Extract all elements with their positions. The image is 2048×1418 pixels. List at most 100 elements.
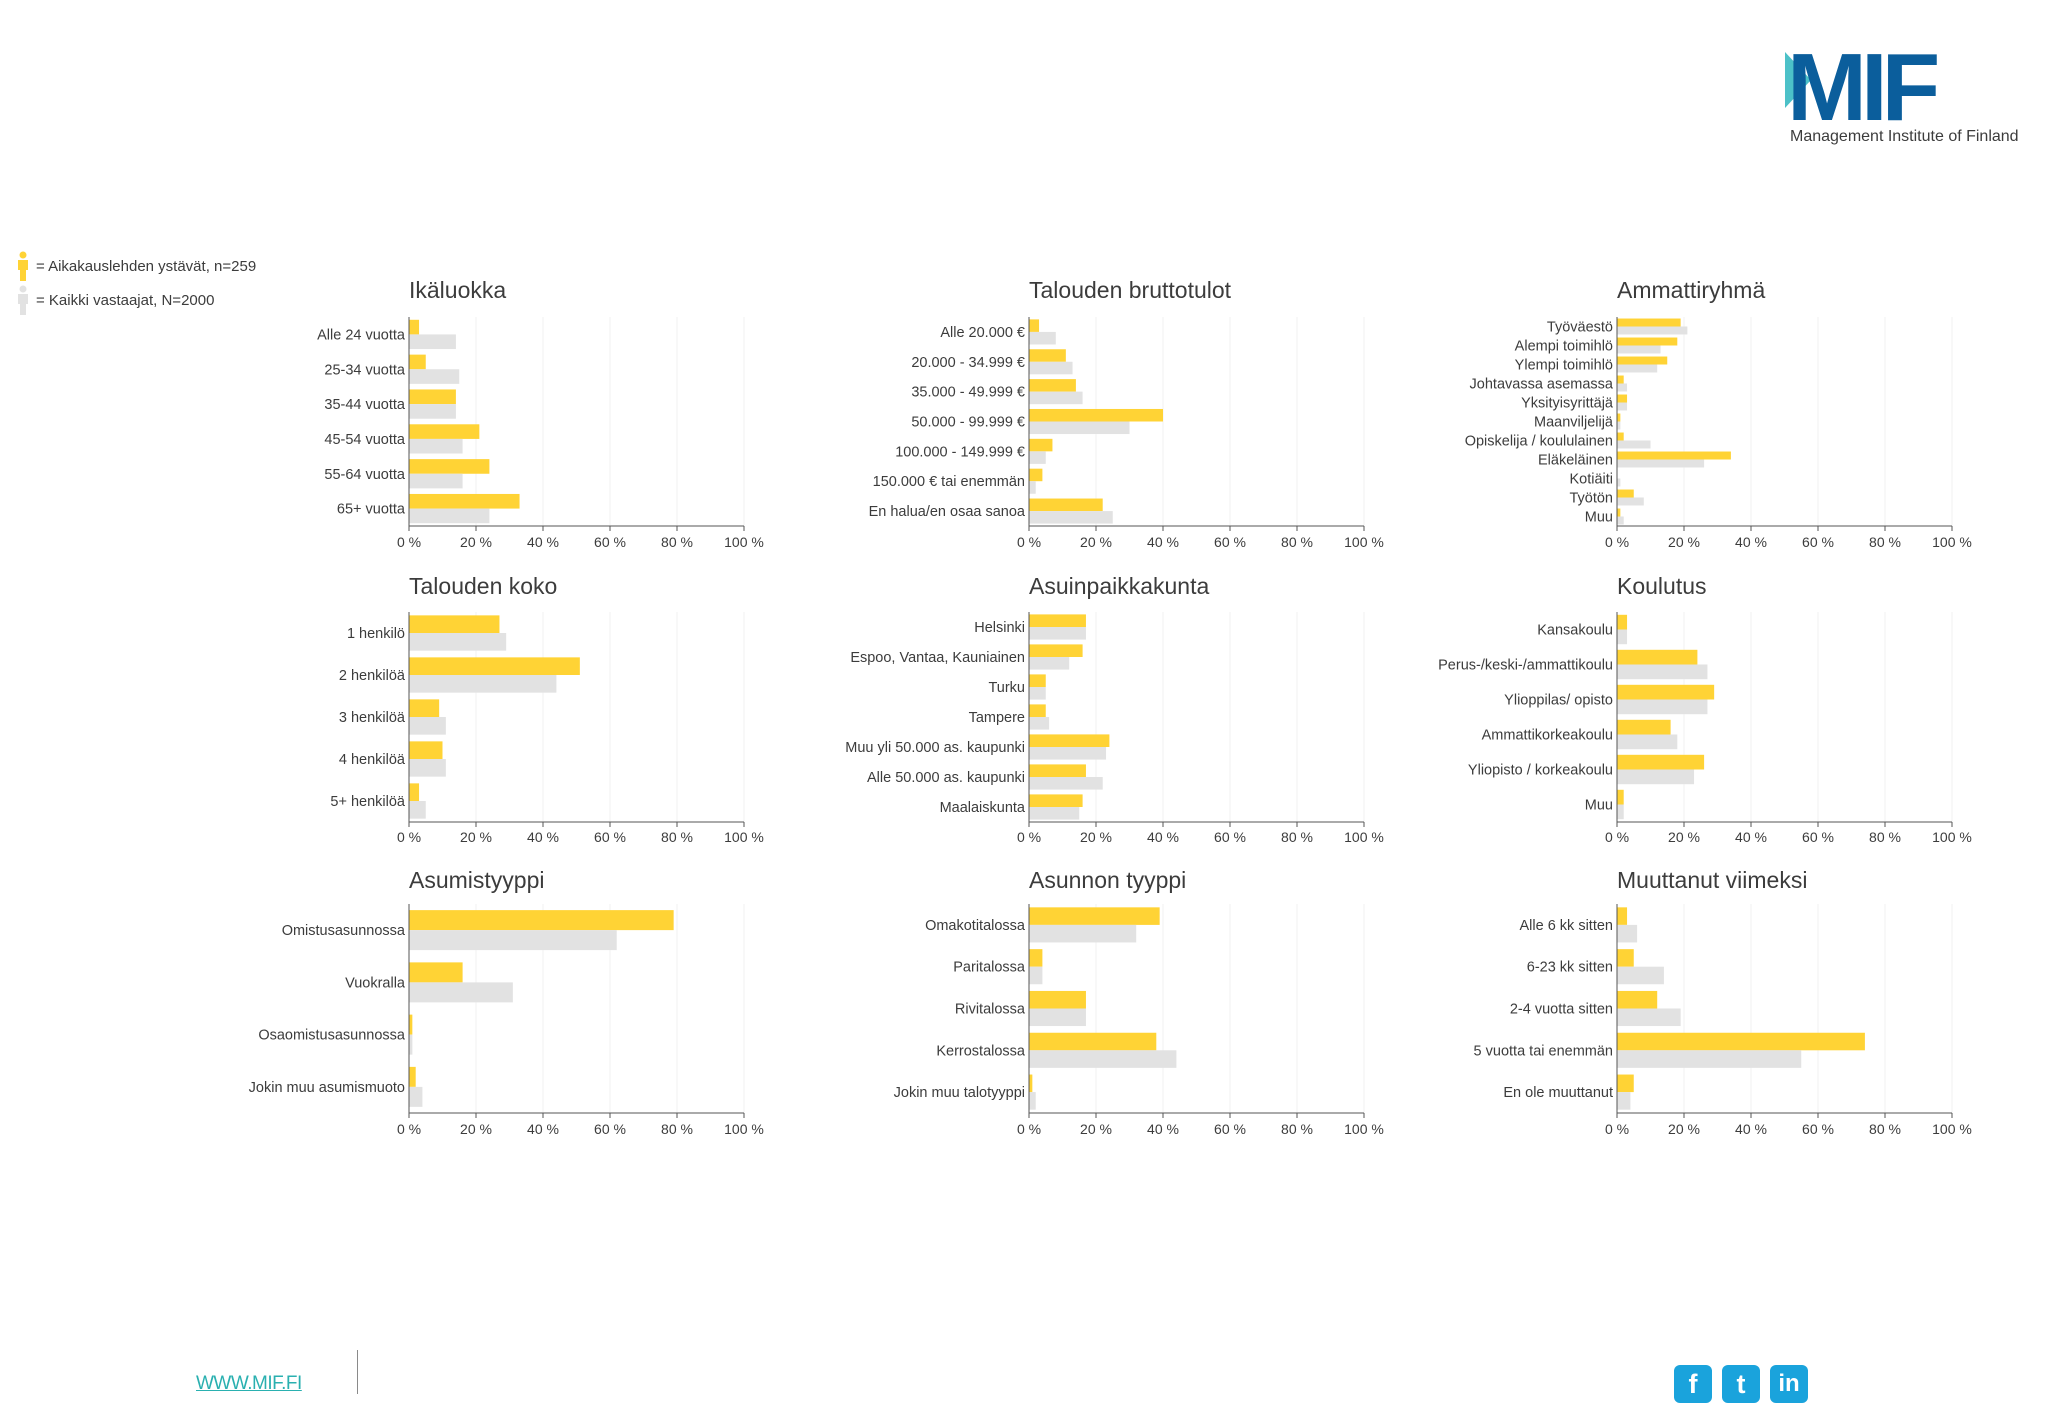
chart-4: Talouden koko 1 henkilö 2 henkilöä 3 henkil…	[330, 573, 763, 845]
bar-friends	[1029, 379, 1076, 392]
category-label: Alempi toimihlö	[1515, 339, 1613, 355]
bar-friends	[409, 424, 480, 439]
tick-label: 40 %	[1735, 829, 1767, 845]
tick-label: 20 %	[1668, 1121, 1700, 1137]
bar-all	[409, 438, 463, 454]
category-label: 4 henkilöä	[339, 752, 406, 768]
legend-label-all: = Kaikki vastaajat, N=2000	[36, 291, 215, 309]
bar-friends	[409, 1066, 416, 1087]
category-label: Maalaiskunta	[940, 800, 1026, 816]
tick-label: 80 %	[1281, 1121, 1313, 1137]
bar-all	[1617, 459, 1705, 468]
tick-label: 0 %	[1017, 829, 1041, 845]
tick-label: 100 %	[1932, 1121, 1972, 1137]
category-label: Alle 20.000 €	[940, 325, 1025, 341]
bar-all	[1617, 402, 1628, 411]
tick-label: 80 %	[1869, 829, 1901, 845]
category-label: 6-23 kk sitten	[1527, 960, 1613, 976]
category-label: Kotiäiti	[1569, 472, 1613, 488]
bar-friends	[1029, 674, 1046, 687]
tick-label: 40 %	[527, 829, 559, 845]
bar-friends	[409, 962, 463, 983]
bar-all	[1029, 747, 1107, 760]
tick-label: 60 %	[1802, 829, 1834, 845]
bar-friends	[1617, 375, 1624, 384]
tick-label: 80 %	[1869, 1121, 1901, 1137]
legend: = Aikakauslehden ystävät, n=259 = Kaikki…	[16, 249, 256, 317]
tick-label: 40 %	[1147, 1121, 1179, 1137]
bar-friends	[409, 493, 520, 509]
bar-friends	[409, 319, 420, 335]
bar-friends	[1617, 789, 1624, 805]
tick-label: 0 %	[397, 829, 421, 845]
chart-1: Ikäluokka Alle 24 vuotta 25-34 vuotta 35-44…	[317, 277, 764, 550]
category-label: Johtavassa asemassa	[1470, 377, 1614, 393]
bar-friends	[1617, 356, 1668, 365]
bar-all	[1617, 497, 1644, 506]
category-label: 2-4 vuotta sitten	[1510, 1002, 1613, 1018]
bar-all	[1029, 777, 1103, 790]
bar-all	[1617, 699, 1708, 715]
chart-7: Asumistyyppi Omistusasunnossa Vuokralla Osa…	[249, 867, 764, 1137]
bar-all	[409, 930, 617, 951]
tick-label: 60 %	[1214, 534, 1246, 550]
linkedin-button[interactable]: in	[1770, 1365, 1808, 1403]
category-label: Paritalossa	[953, 960, 1026, 976]
chart-8: Asunnon tyyppi Omakotitalossa Paritalossa R…	[894, 867, 1384, 1137]
tick-label: 20 %	[1080, 534, 1112, 550]
bar-all	[1029, 481, 1036, 494]
tick-label: 0 %	[1605, 1121, 1629, 1137]
facebook-button[interactable]: f	[1674, 1365, 1712, 1403]
tick-label: 100 %	[1344, 534, 1384, 550]
bar-all	[1617, 804, 1624, 820]
bar-friends	[1617, 719, 1671, 735]
bar-friends	[1029, 949, 1043, 967]
category-label: Omakotitalossa	[925, 918, 1026, 934]
bar-all	[409, 369, 460, 384]
twitter-icon: t	[1736, 1368, 1746, 1399]
bar-all	[1617, 516, 1624, 525]
category-label: 55-64 vuotta	[324, 467, 406, 483]
website-link[interactable]: WWW.MIF.FI	[196, 1373, 302, 1394]
bar-all	[409, 633, 507, 651]
bar-all	[1617, 383, 1628, 392]
tick-label: 20 %	[460, 534, 492, 550]
category-label: Kerrostalossa	[936, 1043, 1026, 1059]
legend-item-all: = Kaikki vastaajat, N=2000	[16, 283, 256, 317]
tick-label: 0 %	[1017, 534, 1041, 550]
bar-all	[409, 982, 513, 1003]
chart-title: Talouden bruttotulot	[1029, 277, 1232, 303]
tick-label: 40 %	[527, 534, 559, 550]
tick-label: 100 %	[724, 829, 764, 845]
bar-friends	[1617, 489, 1634, 498]
tick-label: 80 %	[1281, 829, 1313, 845]
bar-friends	[409, 354, 426, 370]
category-label: 35-44 vuotta	[324, 397, 406, 413]
mif-logo: MIF	[1785, 42, 1944, 141]
person-icon	[18, 251, 28, 281]
bar-all	[1617, 478, 1621, 487]
chart-title: Ikäluokka	[409, 277, 506, 303]
chart-6: Koulutus Kansakoulu Perus-/keski-/ammattik…	[1438, 573, 1972, 845]
bar-friends	[409, 699, 440, 717]
category-label: En ole muuttanut	[1503, 1085, 1613, 1101]
bar-all	[1617, 769, 1695, 785]
tick-label: 60 %	[1214, 829, 1246, 845]
tick-label: 0 %	[397, 534, 421, 550]
bar-friends	[1029, 644, 1083, 657]
bar-friends	[409, 910, 674, 931]
category-label: Espoo, Vantaa, Kauniainen	[850, 650, 1025, 666]
bar-friends	[1617, 990, 1658, 1009]
bar-friends	[409, 459, 490, 474]
category-label: Eläkeläinen	[1538, 453, 1613, 469]
bar-friends	[1029, 704, 1046, 717]
category-label: Alle 6 kk sitten	[1520, 918, 1614, 934]
bar-friends	[1617, 754, 1705, 770]
category-label: 35.000 - 49.999 €	[911, 385, 1025, 401]
bar-all	[409, 675, 557, 693]
bar-friends	[1029, 349, 1066, 362]
category-label: Työväestö	[1547, 320, 1613, 336]
bar-all	[1029, 966, 1043, 985]
twitter-button[interactable]: t	[1722, 1365, 1760, 1403]
bar-friends	[1029, 794, 1083, 807]
